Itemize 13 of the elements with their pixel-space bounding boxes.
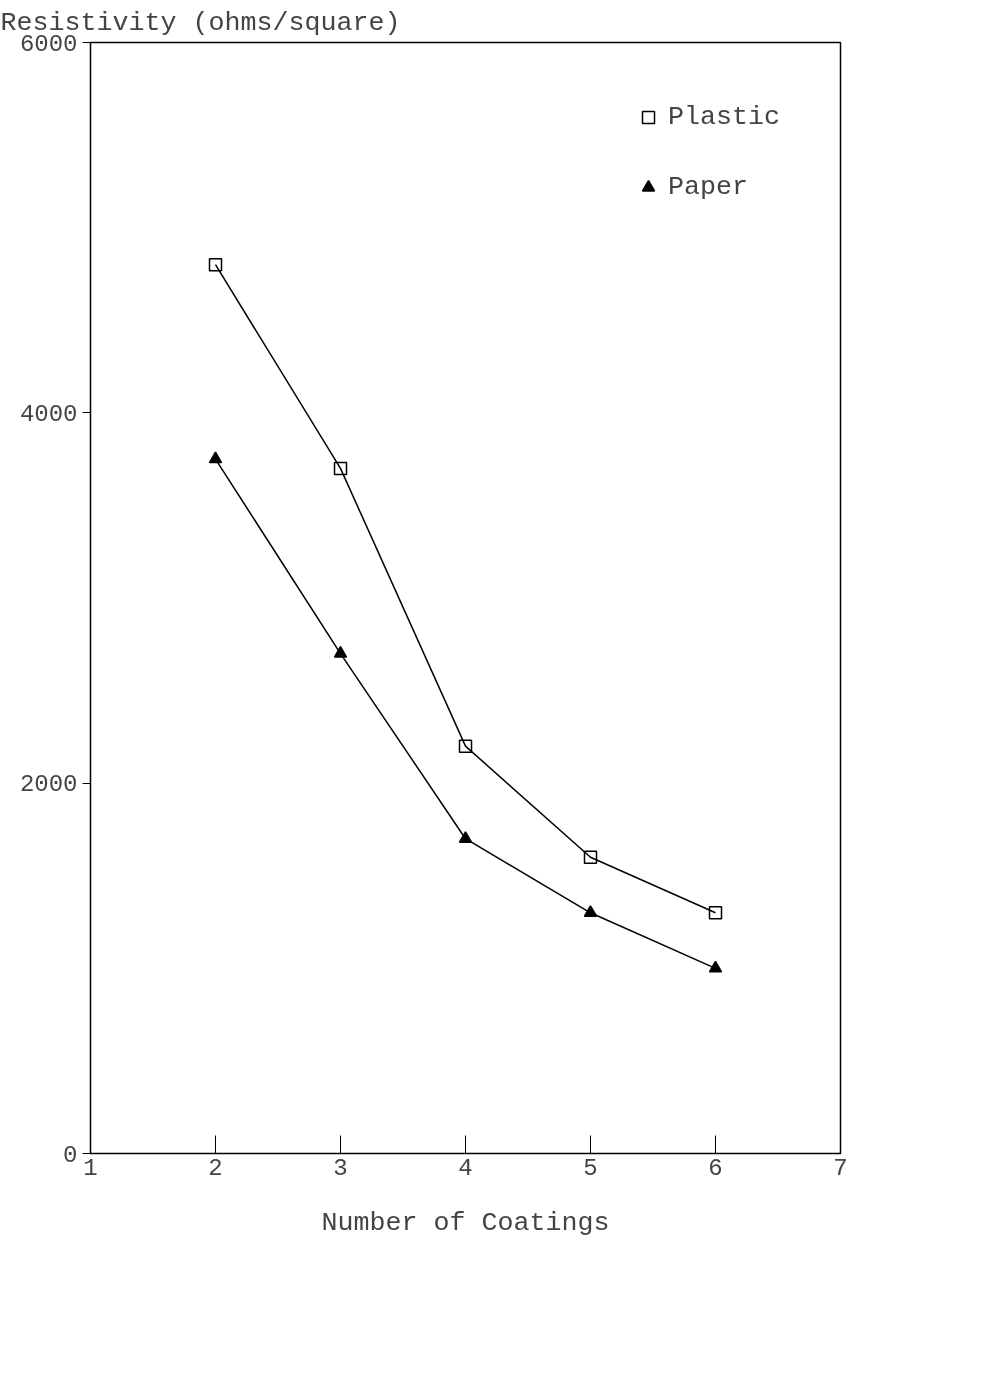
y-tick-label: 4000 xyxy=(19,400,78,428)
x-tick-label: 5 xyxy=(583,1154,598,1182)
y-tick-label: 0 xyxy=(63,1141,78,1169)
legend-label: Paper xyxy=(668,172,748,202)
x-tick-label: 7 xyxy=(833,1154,848,1182)
x-tick-label: 3 xyxy=(333,1154,348,1182)
y-tick-label: 2000 xyxy=(19,771,78,799)
x-tick-label: 2 xyxy=(208,1154,223,1182)
x-axis-title: Number of Coatings xyxy=(321,1207,610,1238)
legend-label: Plastic xyxy=(668,102,780,132)
x-tick-label: 6 xyxy=(708,1154,723,1182)
x-tick-label: 1 xyxy=(83,1154,98,1182)
x-tick-label: 4 xyxy=(458,1154,473,1182)
